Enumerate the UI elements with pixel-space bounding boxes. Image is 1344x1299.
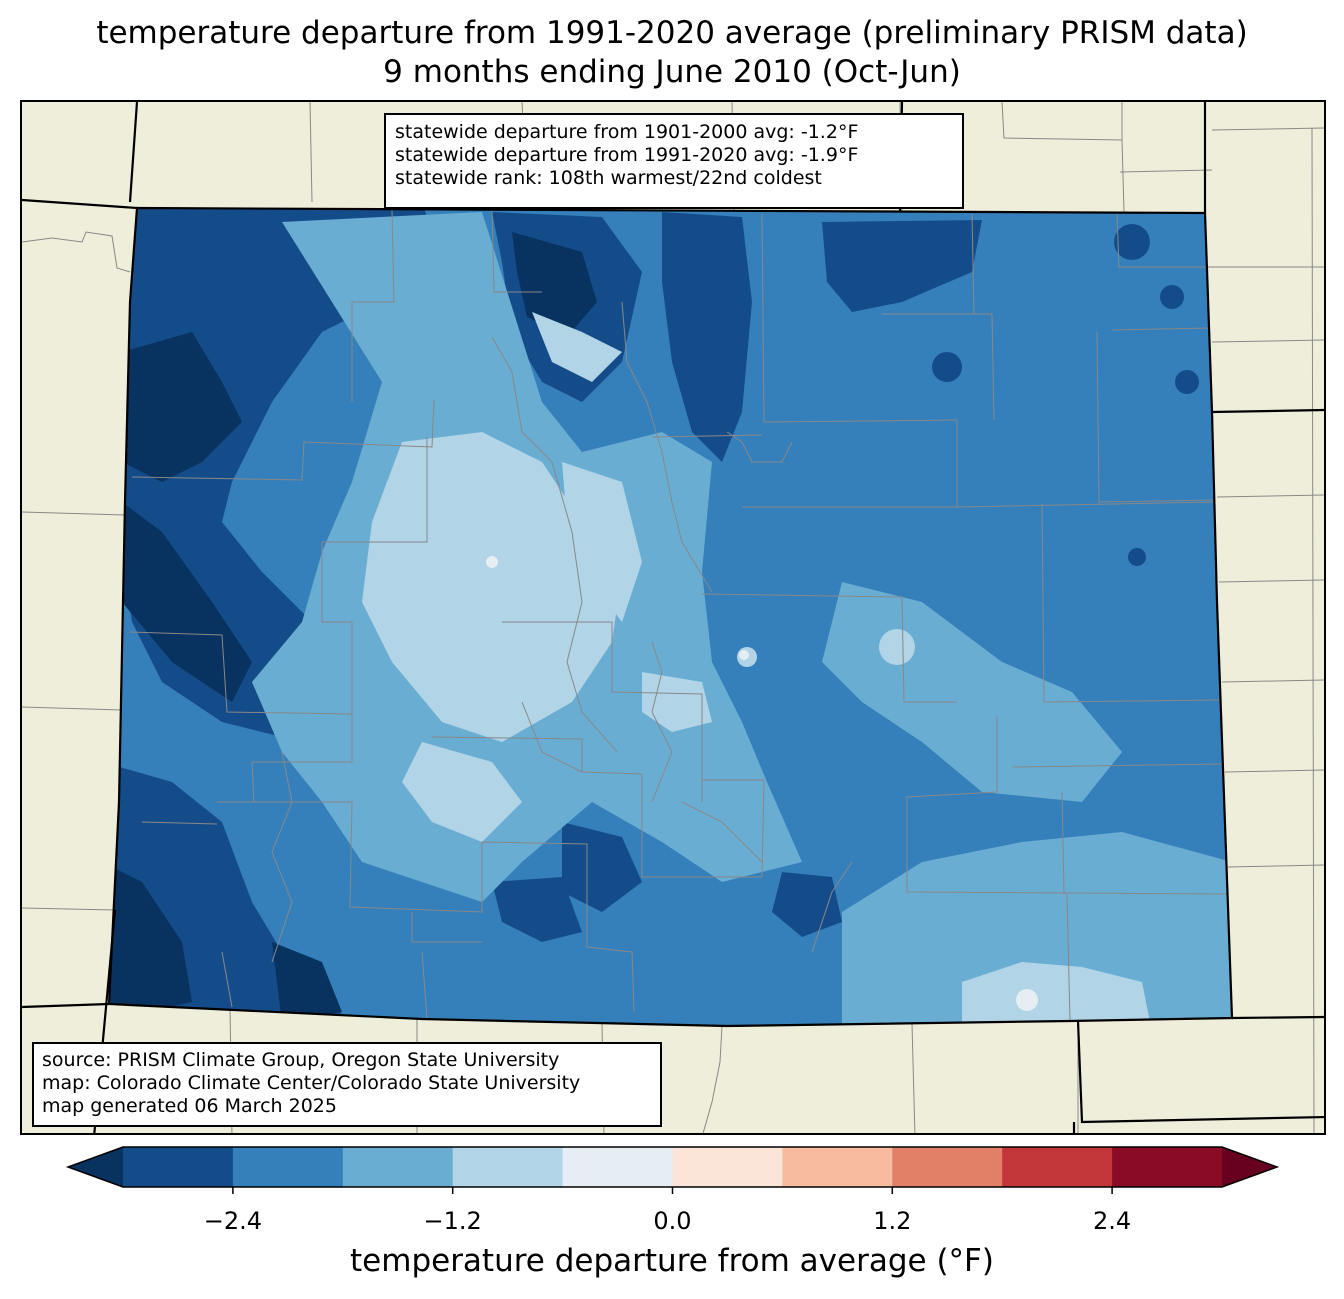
contour-light-nc — [532, 312, 622, 382]
contour-dark-blob1 — [1114, 224, 1150, 260]
contour-dark-blob2 — [1160, 285, 1184, 309]
map-panel: statewide departure from 1901-2000 avg: … — [20, 100, 1326, 1135]
colorbar-bin-5 — [672, 1147, 783, 1187]
colorbar-over-arrow — [1222, 1147, 1277, 1187]
colorbar-bin-6 — [782, 1147, 893, 1187]
contour-light-mid — [642, 672, 712, 732]
colorbar-tick-label-4: 2.4 — [1093, 1207, 1132, 1235]
colorbar-outline — [65, 1146, 1280, 1188]
stats-line-rank: statewide rank: 108th warmest/22nd colde… — [395, 167, 822, 189]
contour-dark-blob3 — [932, 352, 962, 382]
temperature-contour-field — [109, 208, 1232, 1026]
colorbar-bin-1 — [232, 1147, 344, 1187]
stats-line-1901-2000: statewide departure from 1901-2000 avg: … — [395, 121, 859, 143]
contour-palest-blob1 — [1016, 989, 1038, 1011]
contour-palest-blob3 — [486, 556, 498, 568]
contour-dark-blob4 — [1175, 370, 1199, 394]
contour-under-north — [512, 232, 597, 337]
generated-date-line: map generated 06 March 2025 — [42, 1095, 337, 1117]
colorado-temperature-map — [22, 102, 1324, 1133]
colorbar-bin-9 — [1112, 1147, 1223, 1187]
contour-under-sw2 — [272, 942, 342, 1022]
colorbar-bin-4 — [562, 1147, 673, 1187]
contour-under-west — [122, 332, 242, 482]
contour-palest-blob2 — [739, 650, 749, 660]
map-title-line2: 9 months ending June 2010 (Oct-Jun) — [383, 54, 961, 90]
colorbar-bin-2 — [342, 1147, 454, 1187]
contour-light-south — [402, 742, 522, 842]
state-borders — [22, 102, 1324, 1133]
colorbar-bin-3 — [452, 1147, 564, 1187]
contour-under-southwest — [109, 862, 192, 1022]
colorbar-label: temperature departure from average (°F) — [350, 1243, 994, 1279]
colorbar-tick-label-2: 0.0 — [653, 1207, 692, 1235]
contour-dark-south — [562, 822, 642, 912]
contour-light-blob1 — [879, 629, 915, 665]
contour-dark-south2 — [492, 877, 582, 942]
colorbar — [65, 1146, 1280, 1194]
contour-dark-blob5 — [1128, 548, 1146, 566]
contour-mid-nw — [372, 217, 472, 302]
contour-dark-front — [662, 212, 752, 462]
contour-light-se — [962, 962, 1152, 1026]
colorbar-tick-label-3: 1.2 — [873, 1207, 912, 1235]
contour-dark-ne — [822, 220, 982, 312]
source-line: source: PRISM Climate Group, Oregon Stat… — [42, 1049, 560, 1071]
contour-dark-se — [772, 872, 842, 937]
map-credit-line: map: Colorado Climate Center/Colorado St… — [42, 1072, 581, 1094]
colorado-county-lines — [129, 209, 1232, 1023]
source-credits-box: source: PRISM Climate Group, Oregon Stat… — [32, 1042, 662, 1127]
statewide-stats-box: statewide departure from 1901-2000 avg: … — [384, 113, 964, 209]
contour-light-central2 — [562, 462, 642, 622]
contour-under-west2 — [122, 502, 252, 702]
colorbar-bin-0 — [123, 1147, 234, 1187]
colorbar-tick-label-1: −1.2 — [423, 1207, 482, 1235]
stats-line-1991-2020: statewide departure from 1991-2020 avg: … — [395, 144, 859, 166]
colorbar-tick-label-0: −2.4 — [203, 1207, 263, 1235]
colorbar-bin-7 — [892, 1147, 1003, 1187]
colorbar-bin-8 — [1002, 1147, 1113, 1187]
colorbar-under-arrow — [68, 1147, 123, 1187]
map-title-line1: temperature departure from 1991-2020 ave… — [96, 15, 1248, 51]
